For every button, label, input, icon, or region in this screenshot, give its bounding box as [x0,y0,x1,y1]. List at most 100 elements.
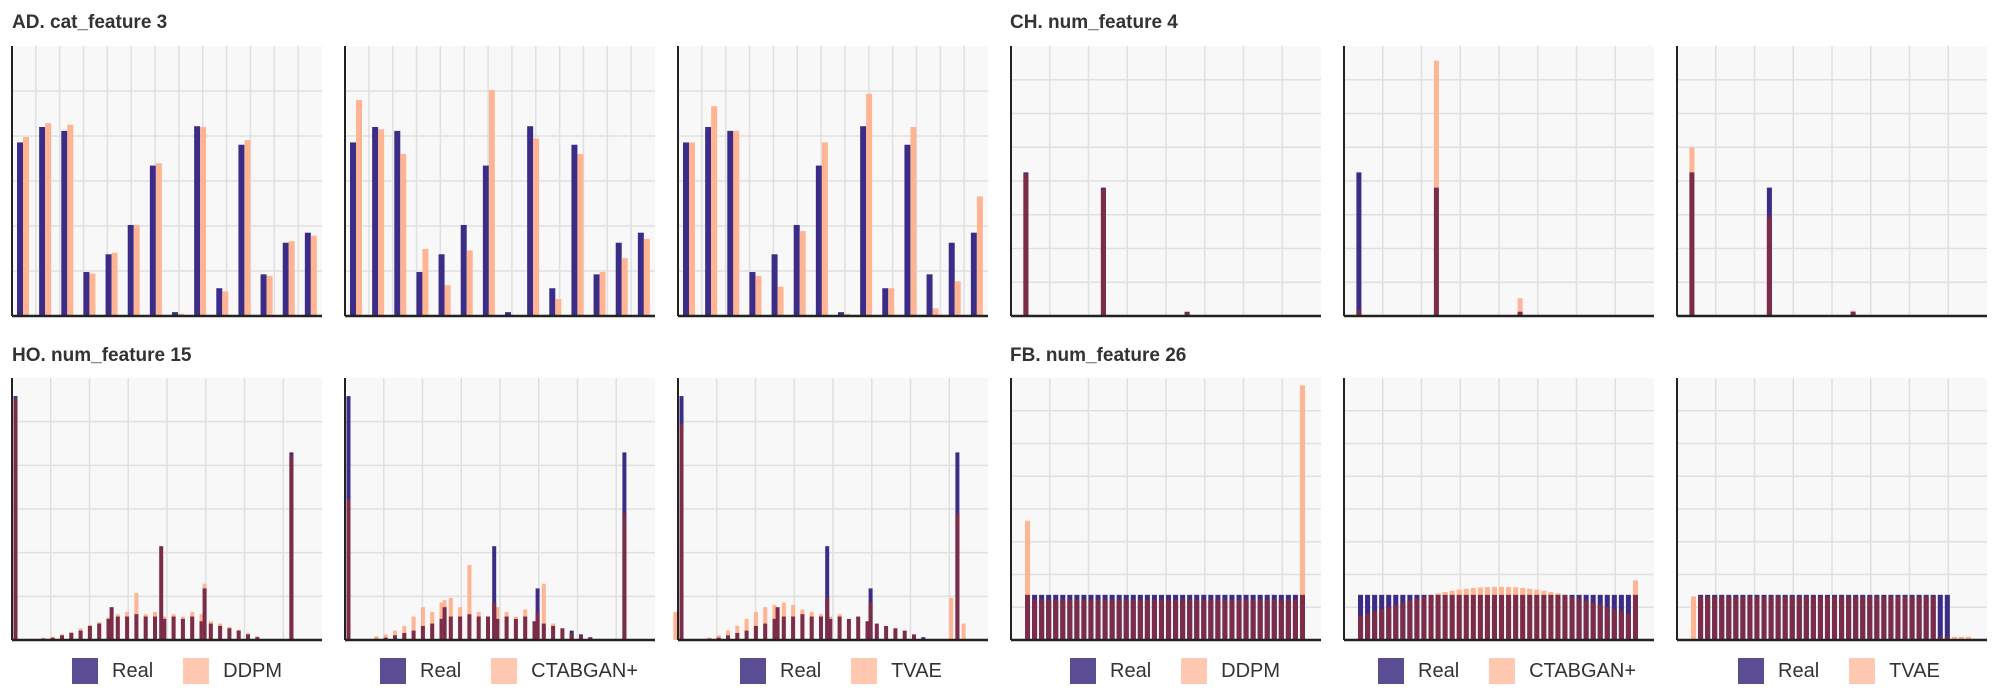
bar-overlap [492,602,497,640]
bar-synthetic [1965,636,1971,640]
bar-overlap [1705,596,1711,640]
bar-overlap [955,513,960,640]
bar-overlap [1499,594,1505,640]
bar-real [1937,594,1943,640]
bar-overlap [1888,596,1894,640]
bar-overlap [1173,599,1179,640]
bar-real [372,127,379,316]
bar-real [350,142,356,316]
bar-overlap [775,607,780,640]
bar-real [260,274,267,316]
bar-overlap [109,607,114,640]
bar-synthetic [420,607,425,640]
bar-synthetic [444,285,451,316]
legend-label-synthetic: TVAE [891,659,942,682]
bar-real [39,127,46,316]
bar-real [904,144,911,316]
bar-overlap [208,623,213,640]
panel-ad-ctabgan [344,46,655,318]
bar-overlap [60,635,64,640]
bar-overlap [1604,606,1610,640]
legend-swatch-synthetic [1849,658,1876,684]
bar-overlap [1513,594,1519,640]
bar-overlap [180,618,185,640]
chart-ad-ddpm [11,46,322,318]
bar-overlap [1215,599,1221,640]
bar-overlap [579,635,583,640]
bar-overlap [134,614,139,640]
bar-overlap [1740,596,1746,640]
bar-synthetic [577,154,584,316]
bar-synthetic [133,224,140,316]
bar-synthetic [763,607,768,640]
bar-overlap [1299,594,1305,640]
bar-overlap [439,618,444,640]
bar-synthetic [643,238,650,316]
bar-overlap [1782,596,1788,640]
bar-overlap [1803,596,1809,640]
bar-overlap [1895,596,1901,640]
bar-synthetic [755,275,762,316]
legend-swatch-synthetic [491,658,518,684]
legend-swatch-real [1070,658,1096,684]
bar-overlap [1194,599,1200,640]
bar-overlap [1850,311,1856,316]
bar-overlap [865,621,870,640]
bar-overlap [1796,596,1802,640]
bar-overlap [1491,594,1497,640]
bar-synthetic [735,625,740,640]
bar-real [1356,172,1362,316]
bar-synthetic [753,611,758,640]
bar-overlap [87,625,92,640]
bar-synthetic [356,100,362,316]
bar-synthetic [1299,385,1305,640]
bar-overlap [1285,599,1291,640]
legend-swatch-synthetic [183,658,210,684]
bar-overlap [1937,636,1943,640]
bar-synthetic [954,281,961,316]
legend-ddpm-left: Real DDPM [72,658,282,684]
bar-overlap [1733,596,1739,640]
title-ch-num-feature-4: CH. num_feature 4 [1010,12,1178,33]
bar-overlap [1463,594,1469,640]
bar-overlap [1100,189,1106,316]
bar-overlap [1726,596,1732,640]
bar-overlap [541,623,546,640]
bar-overlap [1229,599,1235,640]
legend-label-real: Real [1418,659,1460,682]
bar-synthetic [466,250,473,316]
bar-overlap [430,623,435,640]
bar-overlap [1379,609,1385,640]
bar-overlap [1158,599,1164,640]
bar-overlap [1775,596,1781,640]
bar-overlap [199,621,204,640]
bar-synthetic [976,196,983,316]
bar-synthetic [1025,520,1031,640]
bar-synthetic [1691,596,1697,640]
bar-overlap [1944,636,1950,640]
bar-overlap [1517,311,1523,316]
bar-overlap [227,628,232,640]
bar-overlap [1428,594,1434,640]
bar-overlap [1257,599,1263,640]
bar-synthetic [599,272,606,316]
bar-overlap [1625,613,1631,640]
bar-overlap [1032,599,1038,640]
bar-synthetic [555,299,562,316]
legend-swatch-synthetic [851,658,878,684]
bar-overlap [1611,609,1617,640]
bar-overlap [1358,616,1364,640]
bar-overlap [1618,611,1624,640]
chart-fb-ddpm [1010,378,1321,642]
bar-synthetic [689,142,695,316]
bar-overlap [791,616,796,640]
bar-overlap [1832,596,1838,640]
bar-synthetic [744,618,749,640]
bar-overlap [893,628,898,640]
bar-overlap [402,632,407,640]
bar-overlap [1386,606,1392,640]
bar-overlap [1520,594,1526,640]
panel-ad-tvae [677,46,988,318]
bar-synthetic [411,616,416,640]
bar-overlap [535,611,540,640]
